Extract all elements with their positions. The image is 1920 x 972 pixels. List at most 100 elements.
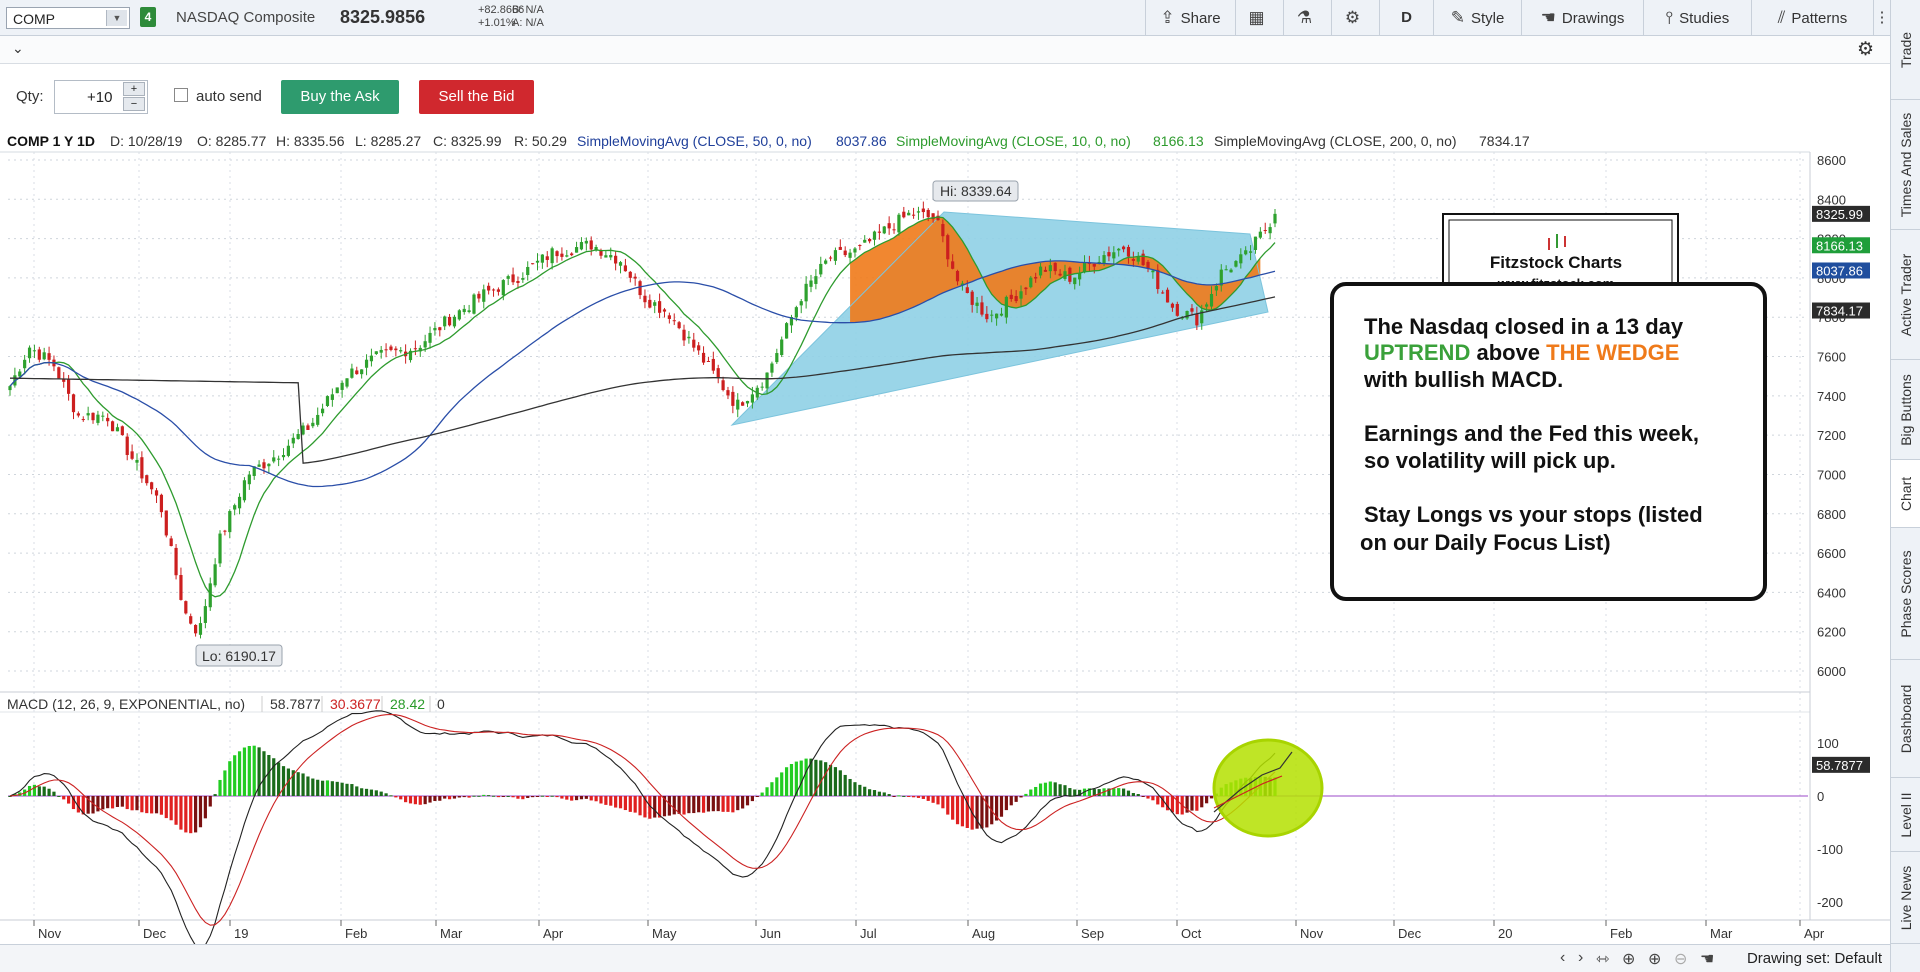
candle <box>975 296 979 314</box>
macd-bar <box>462 796 466 798</box>
macd-bar <box>682 796 686 815</box>
candle <box>853 247 857 258</box>
macd-bar <box>999 796 1004 817</box>
macd-bar <box>62 796 66 800</box>
candle <box>96 410 100 426</box>
flask-button[interactable]: ⚗ <box>1283 0 1331 35</box>
candle <box>286 439 290 458</box>
macd-bar <box>335 781 339 796</box>
price-chart[interactable]: COMP 1 Y 1D D: 10/28/19 O: 8285.77 H: 83… <box>0 128 1890 944</box>
sell-bid-button[interactable]: Sell the Bid <box>419 80 534 114</box>
zoom-out-icon[interactable]: ⊖ <box>1674 951 1688 968</box>
candle <box>374 351 378 356</box>
macd-bar <box>1126 790 1131 796</box>
macd-bar <box>67 796 71 804</box>
chevron-down-icon[interactable]: ▼ <box>106 10 127 26</box>
legend-low: L: 8285.27 <box>355 133 421 149</box>
more-button[interactable]: ⋮ <box>1873 0 1890 35</box>
buy-ask-button[interactable]: Buy the Ask <box>281 80 399 114</box>
settings-button[interactable]: ⚙ <box>1331 0 1379 35</box>
sidebar-tab-phase-scores[interactable]: Phase Scores <box>1891 528 1920 660</box>
macd-bar <box>819 760 823 796</box>
grid-button[interactable]: ▦ <box>1235 0 1283 35</box>
pan-hand-icon[interactable]: ☚ <box>1700 951 1715 968</box>
candle <box>433 322 437 336</box>
sidebar-tab-times-and-sales[interactable]: Times And Sales <box>1891 100 1920 230</box>
symbol-selector[interactable]: COMP ▼ <box>6 7 130 29</box>
macd-bar <box>1063 785 1067 796</box>
share-button[interactable]: ⇪ Share <box>1145 0 1235 35</box>
macd-bar <box>570 796 574 801</box>
sidebar-tab-trade[interactable]: Trade <box>1891 0 1920 100</box>
sidebar-tab-dashboard[interactable]: Dashboard <box>1891 660 1920 778</box>
macd-bar <box>1121 788 1126 796</box>
macd-bar <box>71 796 76 810</box>
candle <box>1009 289 1013 302</box>
candle <box>174 544 178 580</box>
aggregation-button[interactable]: D <box>1379 0 1433 35</box>
macd-bar <box>316 779 320 796</box>
candle <box>1117 247 1121 257</box>
time-tick-label: Mar <box>1710 926 1733 941</box>
candle <box>643 289 647 309</box>
candle <box>1107 246 1111 262</box>
time-tick-label: 19 <box>234 926 248 941</box>
crosshair-icon[interactable]: ⊕ <box>1622 951 1636 968</box>
legend-sma200: SimpleMovingAvg (CLOSE, 200, 0, no) <box>1214 133 1457 149</box>
style-button[interactable]: ✎ Style <box>1433 0 1521 35</box>
sidebar-tab-chart[interactable]: Chart <box>1891 460 1920 528</box>
candle <box>819 256 823 278</box>
bid-ask: B: N/A A: N/A <box>512 4 544 30</box>
studies-button[interactable]: ⫯ Studies <box>1643 0 1751 35</box>
candle <box>76 411 80 418</box>
drawings-button[interactable]: ☚ Drawings <box>1521 0 1643 35</box>
legend-range: R: 50.29 <box>514 133 567 149</box>
macd-bar <box>780 772 784 796</box>
macd-bar <box>1161 796 1165 808</box>
scroll-left-icon[interactable]: ‹ <box>1560 949 1566 966</box>
sidebar-tab-big-buttons[interactable]: Big Buttons <box>1891 360 1920 460</box>
link-badge[interactable]: 4 <box>140 7 156 27</box>
symbol-text: COMP <box>13 11 55 27</box>
sidebar-tab-level-ii[interactable]: Level II <box>1891 778 1920 852</box>
auto-send-checkbox[interactable]: auto send <box>174 88 262 105</box>
macd-bar <box>594 796 598 802</box>
chart-settings-gear-icon[interactable]: ⚙ <box>1856 39 1874 60</box>
candle <box>27 345 32 363</box>
qty-decrement-icon[interactable]: − <box>123 97 145 111</box>
drawing-set-label[interactable]: Drawing set: Default <box>1746 950 1882 967</box>
qty-value[interactable]: +10 <box>87 89 113 106</box>
macd-bar <box>1131 793 1135 796</box>
checkbox-icon[interactable] <box>174 88 188 102</box>
zoom-in-icon[interactable]: ⊕ <box>1648 951 1662 968</box>
macd-bar <box>1024 793 1028 796</box>
candle <box>1136 252 1140 265</box>
candle <box>306 423 310 430</box>
macd-bar <box>1053 782 1057 796</box>
expand-icon[interactable]: ⇿ <box>1596 951 1610 968</box>
scroll-right-icon[interactable]: › <box>1578 949 1584 966</box>
candle <box>316 407 320 427</box>
candle <box>892 223 896 234</box>
top-toolbar: COMP ▼ 4 NASDAQ Composite 8325.9856 +82.… <box>0 0 1890 36</box>
candle <box>902 206 906 219</box>
macd-bar <box>726 796 730 812</box>
candle <box>951 254 955 270</box>
candle <box>765 372 769 395</box>
macd-bar <box>882 792 886 796</box>
patterns-button[interactable]: ⫽ Patterns <box>1751 0 1873 35</box>
candle <box>550 246 554 270</box>
candle <box>736 393 740 418</box>
qty-increment-icon[interactable]: + <box>123 82 145 96</box>
qty-stepper[interactable]: +10 + − <box>54 80 148 114</box>
collapse-chevron-icon[interactable]: ⌄ <box>12 40 24 56</box>
candle <box>1214 283 1218 296</box>
sidebar-tab-active-trader[interactable]: Active Trader <box>1891 230 1920 360</box>
candle <box>531 263 535 265</box>
macd-bar <box>213 794 217 796</box>
macd-bar <box>37 786 41 796</box>
sidebar-tab-live-news[interactable]: Live News <box>1891 852 1920 944</box>
logo-chart-icon <box>1548 234 1566 250</box>
candle <box>350 363 354 379</box>
macd-bar <box>447 796 452 800</box>
